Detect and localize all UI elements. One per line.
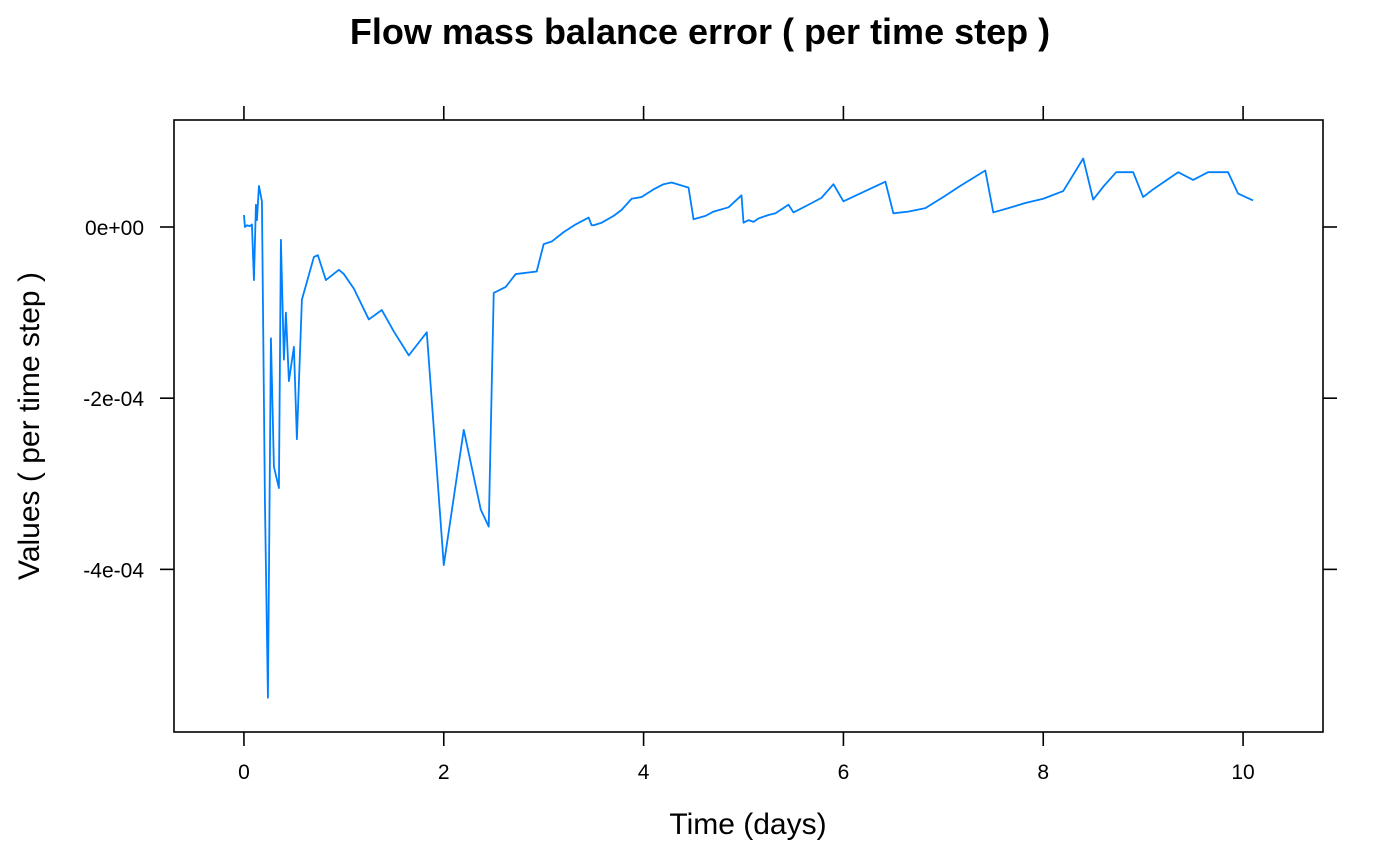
series-line bbox=[243, 157, 1254, 699]
x-axis-label: Time (days) bbox=[669, 808, 826, 841]
x-tick-label: 2 bbox=[438, 761, 450, 784]
x-tick-label: 8 bbox=[1037, 761, 1049, 784]
y-tick-label: -2e-04 bbox=[83, 388, 144, 411]
x-tick-label: 0 bbox=[238, 761, 250, 784]
y-tick-label: -4e-04 bbox=[83, 559, 144, 582]
y-tick-label: 0e+00 bbox=[85, 217, 144, 240]
y-axis: 0e+00 -2e-04 -4e-04 bbox=[83, 217, 1337, 582]
x-axis: 0 2 4 6 8 10 bbox=[238, 106, 1255, 784]
chart-title: Flow mass balance error ( per time step … bbox=[350, 11, 1050, 52]
plot-frame bbox=[173, 119, 1324, 733]
series-layer bbox=[243, 157, 1254, 699]
x-tick-label: 10 bbox=[1231, 761, 1254, 784]
y-axis-label: Values ( per time step ) bbox=[13, 272, 46, 580]
x-tick-label: 4 bbox=[638, 761, 650, 784]
x-tick-label: 6 bbox=[838, 761, 850, 784]
